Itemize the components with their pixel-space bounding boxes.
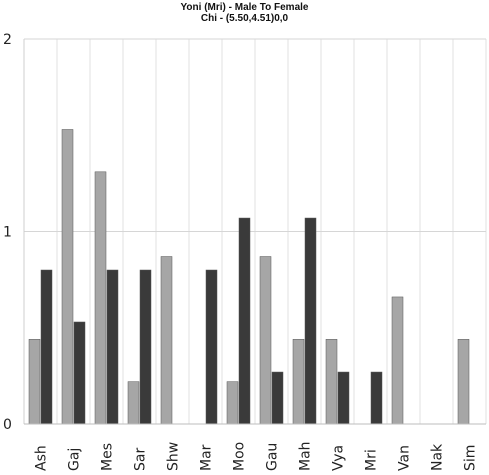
bar-series-1-mes <box>94 171 107 425</box>
chart-title-block: Yoni (Mri) - Male To Female Chi - (5.50,… <box>0 2 489 24</box>
bar-series-2-mar <box>205 269 218 425</box>
bar-series-1-gau <box>259 256 272 425</box>
x-tick-label-mah: Mah <box>298 441 314 471</box>
x-tick-label-sar: Sar <box>133 448 149 471</box>
x-tick-label-nak: Nak <box>430 443 446 471</box>
bar-series-2-mes <box>106 269 119 425</box>
chart-title: Yoni (Mri) - Male To Female <box>180 2 309 13</box>
x-tick-label-mri: Mri <box>364 449 380 471</box>
bar-series-1-mah <box>292 339 305 425</box>
x-tick-label-ash: Ash <box>34 445 50 471</box>
x-tick-label-gaj: Gaj <box>67 448 83 471</box>
bar-series-2-gau <box>271 371 284 425</box>
bar-series-1-shw <box>160 256 173 425</box>
y-tick-label: 1 <box>3 225 12 241</box>
bar-series-2-gaj <box>73 321 86 425</box>
x-tick-label-vya: Vya <box>331 445 347 471</box>
bar-series-2-mah <box>304 217 317 425</box>
bar-series-1-vya <box>325 339 338 425</box>
bar-series-1-moo <box>226 381 239 425</box>
bar-series-1-gaj <box>61 129 74 425</box>
bar-series-2-ash <box>40 269 53 425</box>
chart-subtitle: Chi - (5.50,4.51)0,0 <box>200 13 289 24</box>
y-tick-label: 2 <box>3 32 12 48</box>
x-tick-label-mes: Mes <box>100 443 116 471</box>
x-tick-label-sim: Sim <box>463 445 479 471</box>
bar-series-1-sim <box>457 339 470 425</box>
x-tick-label-gau: Gau <box>265 443 281 471</box>
bar-series-1-ash <box>28 339 41 425</box>
x-tick-label-mar: Mar <box>199 444 215 471</box>
x-tick-label-van: Van <box>397 445 413 471</box>
bar-series-2-mri <box>370 371 383 425</box>
x-tick-label-moo: Moo <box>232 442 248 471</box>
bar-series-2-vya <box>337 371 350 425</box>
bar-series-1-sar <box>127 381 140 425</box>
x-tick-label-shw: Shw <box>166 442 182 471</box>
bar-series-1-van <box>391 296 404 425</box>
bar-series-2-moo <box>238 217 251 425</box>
bar-series-2-sar <box>139 269 152 425</box>
y-tick-label: 0 <box>3 417 12 433</box>
